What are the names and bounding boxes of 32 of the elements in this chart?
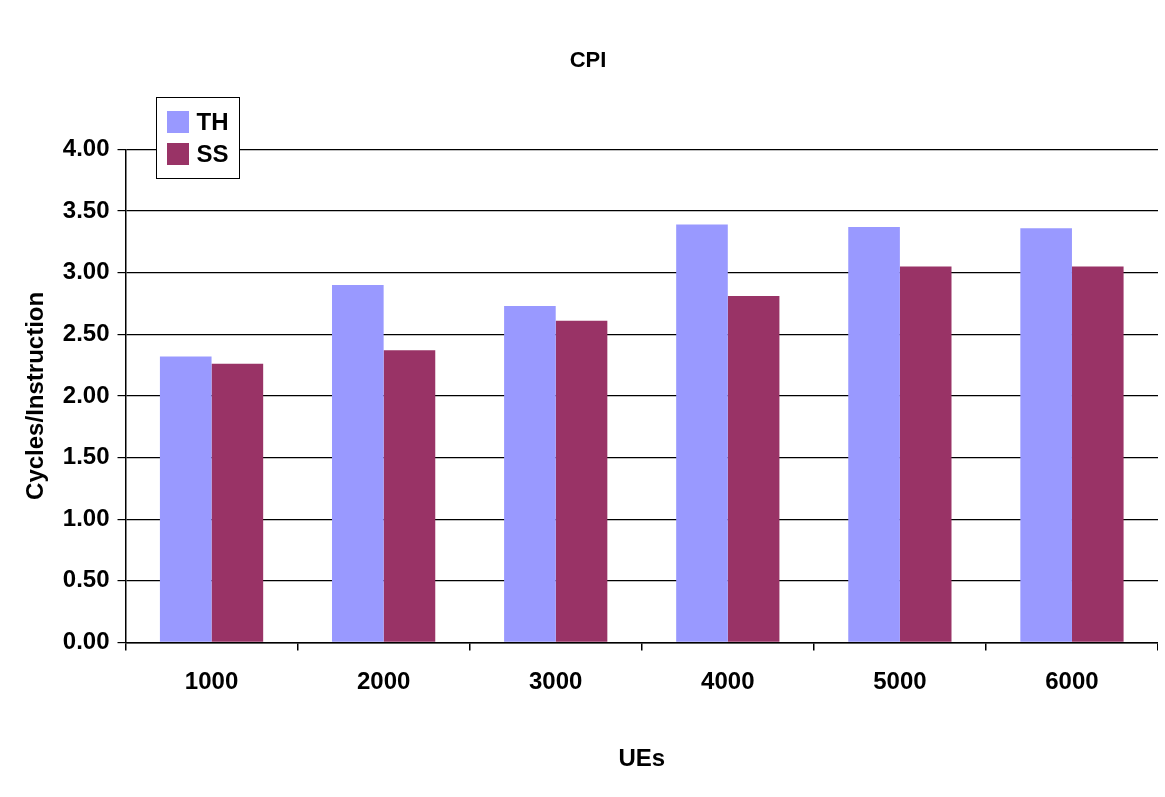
- bar: [332, 284, 384, 642]
- x-tick-label: 1000: [184, 667, 239, 695]
- chart-title: CPI: [569, 47, 607, 73]
- bar: [676, 224, 728, 642]
- bar: [159, 356, 212, 642]
- bar: [1071, 266, 1124, 642]
- y-tick-label: 1.00: [62, 503, 110, 531]
- bar: [899, 266, 952, 642]
- bar: [383, 350, 436, 642]
- x-tick-label: 4000: [701, 667, 755, 695]
- y-tick-label: 0.50: [62, 565, 110, 593]
- y-tick-label: 2.50: [62, 318, 110, 346]
- bar: [727, 296, 780, 642]
- x-tick-label: 5000: [873, 667, 927, 695]
- bar: [504, 305, 556, 642]
- y-tick-label: 4.00: [62, 134, 110, 162]
- bar: [211, 363, 264, 642]
- y-tick-label: 3.00: [62, 257, 110, 285]
- x-tick-label: 3000: [529, 667, 583, 695]
- y-tick-label: 3.50: [62, 195, 110, 223]
- x-tick-label: 2000: [356, 667, 411, 695]
- y-tick-label: 1.50: [62, 442, 110, 470]
- y-tick-label: 2.00: [62, 380, 110, 408]
- bar: [848, 227, 900, 642]
- y-axis-title: Cycles/Instruction: [21, 291, 49, 500]
- y-tick-label: 0.00: [62, 627, 110, 655]
- legend-label: TH: [196, 108, 229, 137]
- x-axis-title: UEs: [618, 744, 666, 772]
- legend-label: SS: [196, 140, 229, 169]
- bar: [555, 320, 608, 642]
- x-tick-label: 6000: [1045, 667, 1099, 695]
- bar: [1020, 228, 1072, 642]
